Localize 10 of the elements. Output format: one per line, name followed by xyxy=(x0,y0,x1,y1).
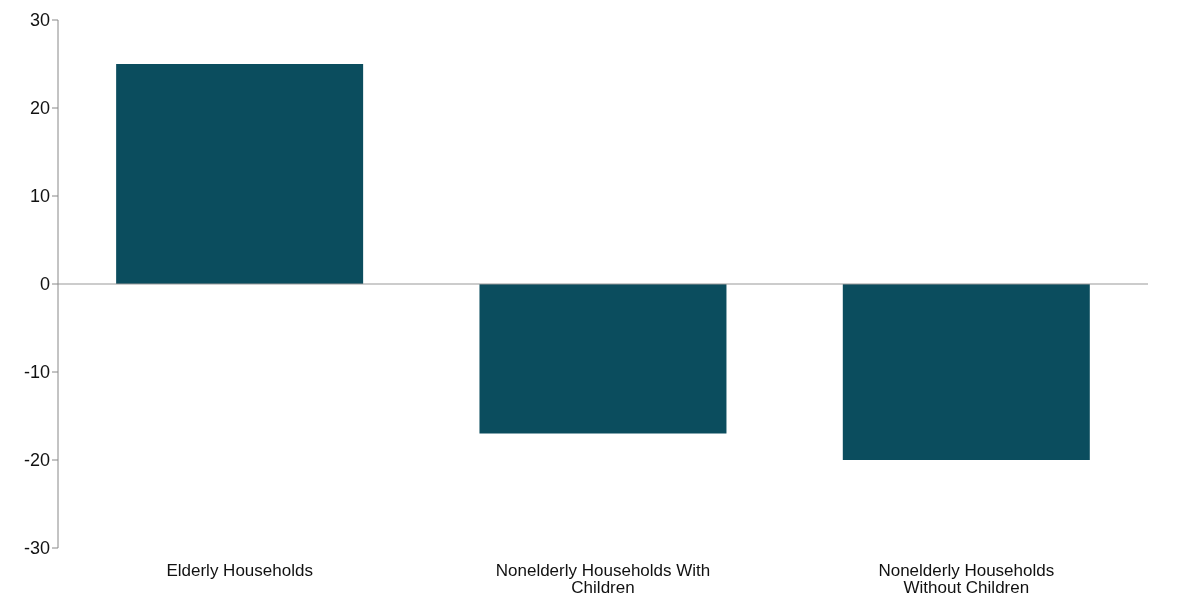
x-tick-label: Nonelderly Households Without Children xyxy=(878,561,1055,598)
y-tick-label: 0 xyxy=(39,274,50,295)
y-tick-label: -20 xyxy=(23,450,50,471)
x-tick-label: Elderly Households xyxy=(166,561,313,581)
x-tick-label: Nonelderly Households With Children xyxy=(495,561,711,598)
y-tick-label: 20 xyxy=(29,98,50,119)
y-tick-label: 10 xyxy=(29,186,50,207)
y-tick-label: -30 xyxy=(23,538,50,559)
y-tick-label: -10 xyxy=(23,362,50,383)
y-tick-label: 30 xyxy=(29,10,50,31)
